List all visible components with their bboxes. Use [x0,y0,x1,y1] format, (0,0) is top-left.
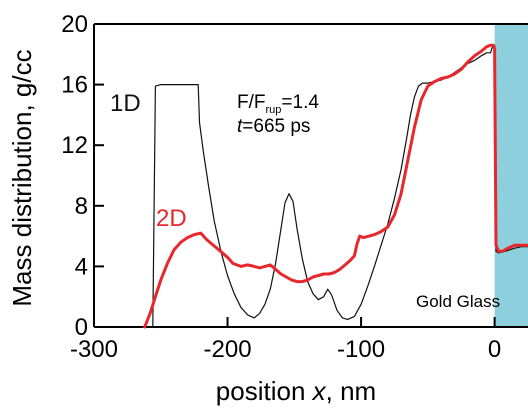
x-tick-label: 0 [488,336,501,363]
series-line-2d [143,43,528,329]
time-annotation: t=665 ps [237,116,310,137]
y-tick-label: 16 [61,72,88,99]
x-axis-title-before: position [216,376,313,406]
glass-region-label: Gold Glass [416,292,500,311]
force-ratio-main: F/F [237,92,266,113]
y-tick-label: 12 [61,132,88,159]
force-ratio-annotation: F/Frup=1.4 [237,92,319,116]
y-axis-ticks: 0 4 8 12 16 20 [61,11,104,341]
y-tick-label: 4 [75,253,88,280]
x-tick-label: -300 [70,336,118,363]
series-label-2d: 2D [156,205,187,232]
x-tick-label: -100 [337,336,385,363]
y-tick-label: 8 [75,193,88,220]
y-tick-label: 20 [61,11,88,38]
time-value: =665 ps [242,116,310,137]
plot-frame [93,23,528,328]
time-variable: t [237,116,243,137]
series-layer [143,43,528,329]
glass-region [494,24,528,327]
x-axis-ticks: -300 -200 -100 0 [70,317,501,363]
x-tick-label: -200 [204,336,252,363]
y-axis-title: Mass distribution, g/cc [7,49,37,306]
force-ratio-value: =1.4 [281,92,319,113]
x-axis-title: position x, nm [216,376,376,406]
x-axis-title-variable: x [311,376,327,406]
y-tick-label: 0 [75,314,88,341]
series-label-1d: 1D [110,90,141,117]
series-line-1d [152,44,528,328]
x-axis-title-after: , nm [326,376,377,406]
force-ratio-subscript: rup [266,104,282,116]
